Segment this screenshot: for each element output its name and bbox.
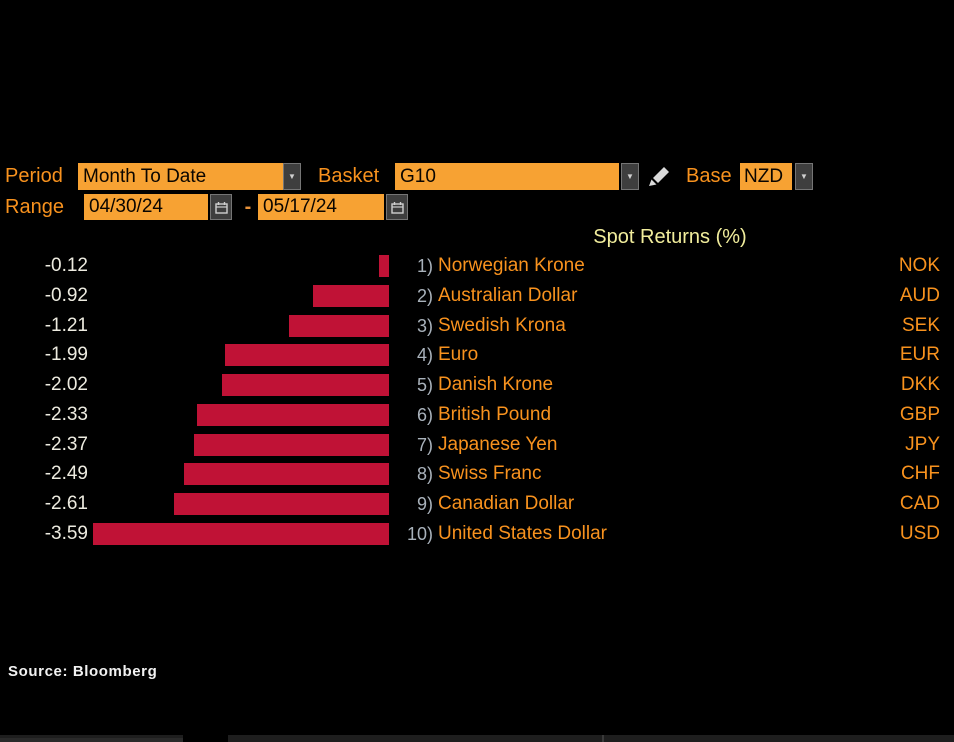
row-name: Australian Dollar: [438, 285, 578, 306]
row-code: SEK: [901, 315, 940, 336]
row-rank: 10): [406, 524, 433, 544]
row-code: NOK: [898, 255, 940, 276]
chart-row: -1.21 3) Swedish Krona SEK: [0, 311, 954, 341]
bottom-strip-gap: [183, 735, 228, 742]
bar: [379, 255, 389, 277]
chart-row: -2.33 6) British Pound GBP: [0, 400, 954, 430]
basket-label: Basket: [318, 165, 380, 187]
chart-title: Spot Returns (%): [593, 226, 747, 248]
bar: [93, 523, 389, 545]
range-start-input[interactable]: 04/30/24: [84, 194, 208, 220]
range-label: Range: [5, 196, 64, 218]
row-code: GBP: [899, 404, 940, 425]
row-rank: 6): [416, 405, 433, 425]
period-dropdown-button[interactable]: ▼: [283, 163, 301, 190]
bar: [194, 434, 389, 456]
period-label: Period: [5, 165, 63, 187]
row-rank: 4): [416, 345, 433, 365]
calendar-icon: [214, 201, 228, 214]
row-name: Danish Krone: [438, 374, 554, 395]
row-rank: 8): [416, 464, 433, 484]
bar-value: -2.61: [44, 493, 88, 514]
bar-value: -0.12: [44, 255, 88, 276]
row-name: Swedish Krona: [438, 315, 566, 336]
basket-select[interactable]: G10: [395, 163, 619, 190]
row-name: Canadian Dollar: [438, 493, 575, 514]
bar: [222, 374, 389, 396]
chevron-down-icon: ▼: [288, 171, 296, 181]
row-name: Norwegian Krone: [438, 255, 585, 276]
bar: [184, 463, 389, 485]
range-end-input[interactable]: 05/17/24: [258, 194, 384, 220]
bar: [225, 344, 389, 366]
row-rank: 7): [416, 435, 433, 455]
row-name: British Pound: [438, 404, 552, 425]
row-rank: 5): [416, 375, 433, 395]
chart-row: -2.02 5) Danish Krone DKK: [0, 370, 954, 400]
bar: [313, 285, 389, 307]
row-code: CHF: [900, 463, 940, 484]
row-name: Swiss Franc: [438, 463, 542, 484]
base-label: Base: [686, 165, 732, 187]
row-rank: 2): [416, 286, 433, 306]
bar: [289, 315, 389, 337]
bottom-strip-segment: [0, 738, 183, 742]
bar-value: -2.49: [44, 463, 88, 484]
period-select[interactable]: Month To Date: [78, 163, 283, 190]
row-code: DKK: [900, 374, 940, 395]
bar-value: -2.02: [44, 374, 88, 395]
row-code: USD: [899, 523, 940, 544]
bar-value: -2.37: [44, 434, 88, 455]
chevron-down-icon: ▼: [626, 171, 634, 181]
chart-row: -2.61 9) Canadian Dollar CAD: [0, 489, 954, 519]
row-rank: 9): [416, 494, 433, 514]
chart-row: -0.92 2) Australian Dollar AUD: [0, 281, 954, 311]
row-code: JPY: [905, 434, 940, 455]
base-dropdown-button[interactable]: ▼: [795, 163, 813, 190]
basket-dropdown-button[interactable]: ▼: [621, 163, 639, 190]
row-name: Euro: [438, 344, 479, 365]
bar: [174, 493, 389, 515]
bar-value: -3.59: [44, 523, 88, 544]
row-rank: 1): [416, 256, 433, 276]
range-separator: -: [244, 196, 252, 218]
row-name: Japanese Yen: [438, 434, 558, 455]
base-select[interactable]: NZD: [740, 163, 792, 190]
row-code: AUD: [899, 285, 940, 306]
bar-value: -2.33: [44, 404, 88, 425]
row-code: CAD: [899, 493, 940, 514]
bar-value: -0.92: [44, 285, 88, 306]
chart-row: -3.59 10) United States Dollar USD: [0, 519, 954, 549]
bar-value: -1.99: [44, 344, 88, 365]
calendar-icon: [390, 201, 404, 214]
row-code: EUR: [899, 344, 940, 365]
chart-row: -2.49 8) Swiss Franc CHF: [0, 459, 954, 489]
chart-row: -0.12 1) Norwegian Krone NOK: [0, 251, 954, 281]
chart-row: -1.99 4) Euro EUR: [0, 340, 954, 370]
row-name: United States Dollar: [438, 523, 607, 544]
source-credit: Source: Bloomberg: [8, 663, 158, 680]
chevron-down-icon: ▼: [800, 171, 808, 181]
row-rank: 3): [416, 316, 433, 336]
range-start-calendar-button[interactable]: [210, 194, 232, 220]
bottom-strip-divider: [602, 735, 604, 742]
range-end-calendar-button[interactable]: [386, 194, 408, 220]
bar: [197, 404, 389, 426]
bottom-strip: [0, 735, 954, 742]
bar-value: -1.21: [44, 315, 88, 336]
pencil-icon[interactable]: [645, 163, 673, 195]
chart-row: -2.37 7) Japanese Yen JPY: [0, 430, 954, 460]
